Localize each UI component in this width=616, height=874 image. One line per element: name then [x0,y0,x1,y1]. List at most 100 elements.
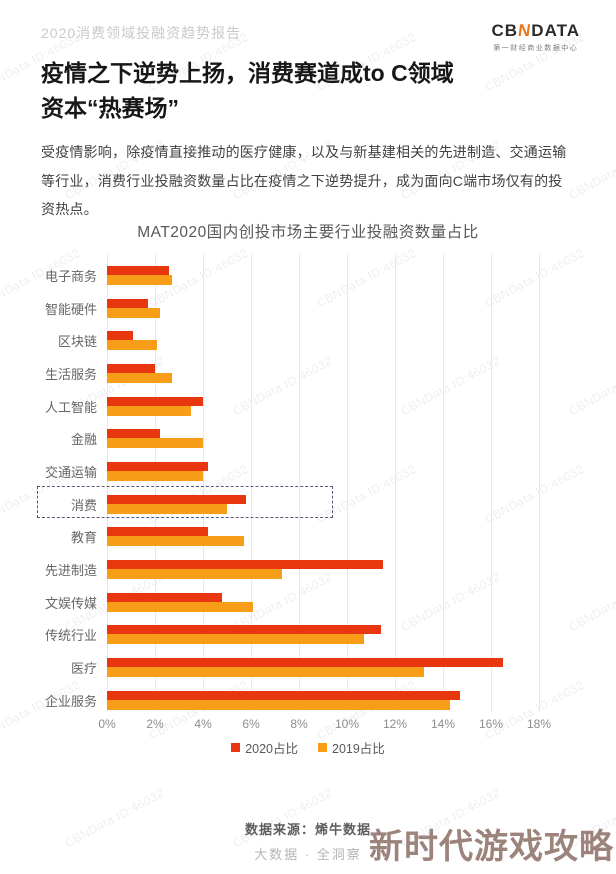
bar-2020占比 [107,658,503,668]
category-label: 交通运输 [44,464,97,480]
bar-2020占比 [107,461,208,471]
gridline [299,253,300,711]
gridline [443,253,444,711]
chart-row: 生活服务 [40,357,576,390]
x-tick-label: 12% [382,717,408,731]
legend-swatch [318,743,327,752]
chart-row: 消费 [37,485,576,521]
gridline [251,253,252,711]
watermark-text: CBNData ID:46032 [230,785,335,851]
bar-2020占比 [107,592,223,602]
bar-2020占比 [107,429,160,439]
logo-wordmark: CBNDATA [491,21,580,41]
bar-group [107,658,503,678]
bar-2019占比 [107,667,424,678]
chart-row: 教育 [40,521,576,554]
x-tick-label: 2% [146,717,164,731]
x-tick-label: 4% [194,717,212,731]
data-source: 数据来源：烯牛数据 [244,822,371,837]
chart-row: 医疗 [40,651,576,684]
bar-2019占比 [107,340,158,351]
bar-2019占比 [107,438,203,449]
chart-x-axis: 0% 2% 4% 6% 8% 10% 12% 14% 16% 18% [40,717,576,733]
chart-row: 先进制造 [40,553,576,586]
chart-legend: 2020占比 2019占比 [0,738,616,757]
bar-2020占比 [107,527,208,537]
bar-2019占比 [107,699,451,710]
gridline [395,253,396,711]
bar-2019占比 [107,405,191,416]
gridline [491,253,492,711]
bar-2019占比 [107,569,283,580]
chart-title: MAT2020国内创投市场主要行业投融资数量占比 [137,224,479,241]
page-title-line2: 资本“热赛场” [41,94,179,121]
legend-label: 2020占比 [245,742,298,756]
watermark-text: CBNData ID:46032 [62,785,167,851]
category-label: 先进制造 [44,563,97,579]
cbndata-logo: CBNDATA 第一财经商业数据中心 [491,21,580,53]
category-label: 医疗 [70,661,97,677]
x-tick-label: 6% [242,717,260,731]
bar-chart: 电子商务智能硬件区块链生活服务人工智能金融交通运输消费教育先进制造文娱传媒 传统行… [37,253,576,731]
bar-2020占比 [107,331,134,341]
page-title-line1: 疫情之下逆势上扬，消费赛道成to C领域 [41,60,454,86]
bar-2020占比 [107,363,155,373]
x-tick-label: 14% [430,717,456,731]
report-series-label: 2020消费领域投融资趋势报告 [41,25,242,41]
bar-2019占比 [107,470,203,481]
bar-2019占比 [107,274,172,285]
x-tick-label: 0% [98,717,116,731]
x-tick-label: 16% [478,717,504,731]
chart-row: 企业服务 [40,684,576,717]
category-label: 人工智能 [44,399,97,415]
logo-subtitle: 第一财经商业数据中心 [493,44,579,52]
chart-row: 智能硬件 [40,292,576,325]
bar-group [107,429,203,449]
chart-rows: 电子商务智能硬件区块链生活服务人工智能金融交通运输消费教育先进制造文娱传媒 传统行… [37,259,576,717]
page-title: 疫情之下逆势上扬，消费赛道成to C领域 资本“热赛场” [41,56,561,125]
bar-2019占比 [107,307,160,318]
x-tick-label: 10% [334,717,360,731]
bar-2019占比 [107,536,244,547]
chart-row: 人工智能 [40,390,576,423]
category-label: 电子商务 [44,268,97,284]
bar-2019占比 [107,503,227,514]
bar-2020占比 [107,494,247,504]
bar-group [107,527,244,547]
bar-2020占比 [107,690,460,700]
bar-group [107,560,383,580]
category-label: 金融 [70,432,97,448]
bar-group [107,461,208,481]
gridline [107,253,108,711]
chart-row: 电子商务 [40,259,576,292]
legend-label: 2019占比 [332,742,385,756]
bar-2020占比 [107,396,203,406]
bar-2019占比 [107,601,254,612]
x-tick-label: 8% [290,717,308,731]
logo-text-data: DATA [531,21,580,40]
legend-item: 2020占比 [231,738,298,757]
category-label: 区块链 [57,334,97,350]
bar-group [107,690,460,710]
logo-text-n: N [516,21,533,40]
bar-2019占比 [107,634,364,645]
intro-paragraph: 受疫情影响，除疫情直接推动的医疗健康，以及与新基建相关的先进制造、交通运输等行业… [41,144,567,218]
legend-item: 2019占比 [318,738,385,757]
category-label: 企业服务 [44,693,97,709]
gridline [203,253,204,711]
bar-group [107,396,203,416]
chart-row: 传统行业 [40,619,576,652]
category-label: 生活服务 [44,366,97,382]
chart-row: 金融 [40,422,576,455]
chart-row: 文娱传媒 [40,586,576,619]
bar-group [107,331,158,351]
watermark-text: CBNData ID:46032 [566,138,616,203]
bar-2020占比 [107,265,170,275]
logo-text-cb: CB [491,21,519,40]
bar-2019占比 [107,372,172,383]
category-label: 消费 [70,497,97,513]
gridline [347,253,348,711]
bar-group [107,494,247,514]
bar-group [107,298,160,318]
